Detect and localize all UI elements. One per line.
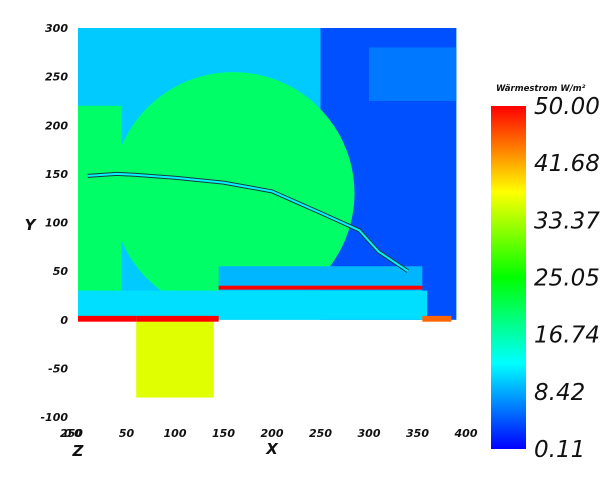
colorbar-tick-label: 8.42 [534,380,585,406]
y-tick-label: 300 [45,22,68,35]
heatmap-region-slab-edge [218,285,423,290]
heatmap-region-right-edge [422,315,452,322]
z-axis-title: Z [72,442,85,460]
x-tick-label: 150 [212,427,235,440]
y-tick-label: 0 [60,314,68,327]
x-tick-label: 300 [358,427,381,440]
x-tick-label: 250 [309,427,332,440]
y-tick-label: 100 [45,217,68,230]
x-axis-title: X [265,440,279,458]
y-tick-label: 50 [53,265,69,278]
heatmap-region-floor-edge-center [136,315,219,322]
heatmap-region-foundation-block [136,319,214,398]
colorbar-tick-label: 41.68 [534,151,600,177]
colorbar-tick-label: 33.37 [534,208,600,234]
z-tick-label: 0 [64,427,72,440]
x-tick-label: 100 [164,427,187,440]
x-tick-label: 0 [74,427,82,440]
x-tick-label: 50 [119,427,135,440]
colorbar [491,106,526,449]
y-tick-label: 150 [45,168,68,181]
y-tick-label: -50 [48,362,68,375]
z-tick-label: 250 [60,427,83,440]
y-axis-title: Y [25,216,38,234]
heatmap-region-floor-edge-left [78,315,137,322]
y-tick-label: -100 [40,411,68,424]
colorbar-tick-label: 0.11 [534,437,585,463]
colorbar-tick-label: 16.74 [534,323,600,349]
y-tick-label: 250 [45,71,68,84]
colorbar-title: Wärmestrom W/m² [496,84,586,94]
heatmap-field [78,28,457,398]
heatmap-region-left-wall-strip [78,105,122,320]
heatmap-region-dome [111,72,355,315]
y-tick-label: 200 [45,119,68,132]
x-tick-label: 400 [454,427,478,440]
contour-curve-inner [87,172,409,272]
heatmap-region-top-right-strip [369,47,457,101]
x-tick-label: 200 [261,427,284,440]
x-tick-label: 350 [406,427,429,440]
heatmap-region-floor-band [78,290,428,320]
colorbar-tick-label: 25.05 [534,266,600,292]
colorbar-tick-label: 50.00 [534,94,600,120]
